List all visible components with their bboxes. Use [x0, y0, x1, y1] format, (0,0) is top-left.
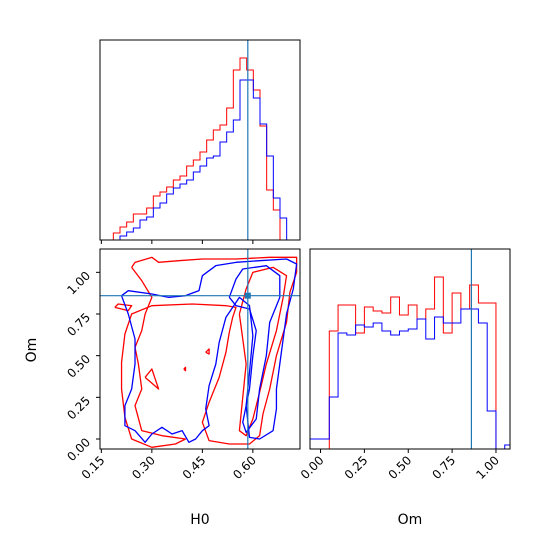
histogram-om-xtick-label: 0.00 [298, 453, 327, 482]
histogram-om-xtick-label: 0.75 [429, 453, 458, 482]
contour-ytick-label: 0.75 [64, 310, 93, 339]
histogram-om-blue-series [310, 308, 510, 449]
contour-red-level [144, 368, 160, 390]
histogram-h0-panel [99, 39, 301, 244]
histogram-om-xtick-label: 0.50 [386, 453, 415, 482]
x-axis-label-h0: H0 [190, 512, 209, 528]
histogram-om-frame [309, 248, 511, 450]
histogram-h0-blue-series [100, 79, 300, 240]
contour-red-level [238, 266, 288, 437]
contour-red-level [114, 303, 133, 312]
contour-red-level [183, 366, 187, 372]
contour-ytick-label: 0.00 [64, 435, 93, 464]
histogram-h0-frame [99, 39, 301, 241]
histogram-h0-plot-area [100, 40, 300, 240]
contour-xtick-label: 0.30 [129, 453, 158, 482]
contour-frame [99, 248, 301, 450]
histogram-h0-red-series [100, 57, 300, 240]
contour-xtick-label: 0.15 [79, 453, 108, 482]
contour-xtick-label: 0.45 [180, 453, 209, 482]
contour-h0-om-panel: 0.15 0.30 0.45 0.60 0.00 0.25 0.50 0.75 1.00 [64, 248, 301, 482]
contour-red-level [205, 348, 210, 355]
contour-ytick-label: 0.50 [64, 352, 93, 381]
histogram-om-red-series [310, 276, 510, 449]
contour-plot-area [100, 249, 300, 449]
histogram-om-plot-area [310, 249, 510, 449]
histogram-om-xtick-label: 1.00 [473, 453, 502, 482]
contour-blue-level [228, 265, 281, 433]
x-axis-label-om: Om [398, 512, 423, 528]
contour-truth-marker [244, 292, 251, 299]
contour-blue-level [120, 258, 298, 443]
histogram-om-panel: 0.00 0.25 0.50 0.75 1.00 [298, 248, 511, 482]
contour-ytick-label: 1.00 [64, 269, 93, 298]
contour-red-level [120, 256, 298, 448]
contour-xtick-label: 0.60 [230, 453, 259, 482]
histogram-om-xtick-label: 0.25 [342, 453, 371, 482]
y-axis-label-om: Om [24, 338, 40, 363]
contour-ytick-label: 0.25 [64, 394, 93, 423]
